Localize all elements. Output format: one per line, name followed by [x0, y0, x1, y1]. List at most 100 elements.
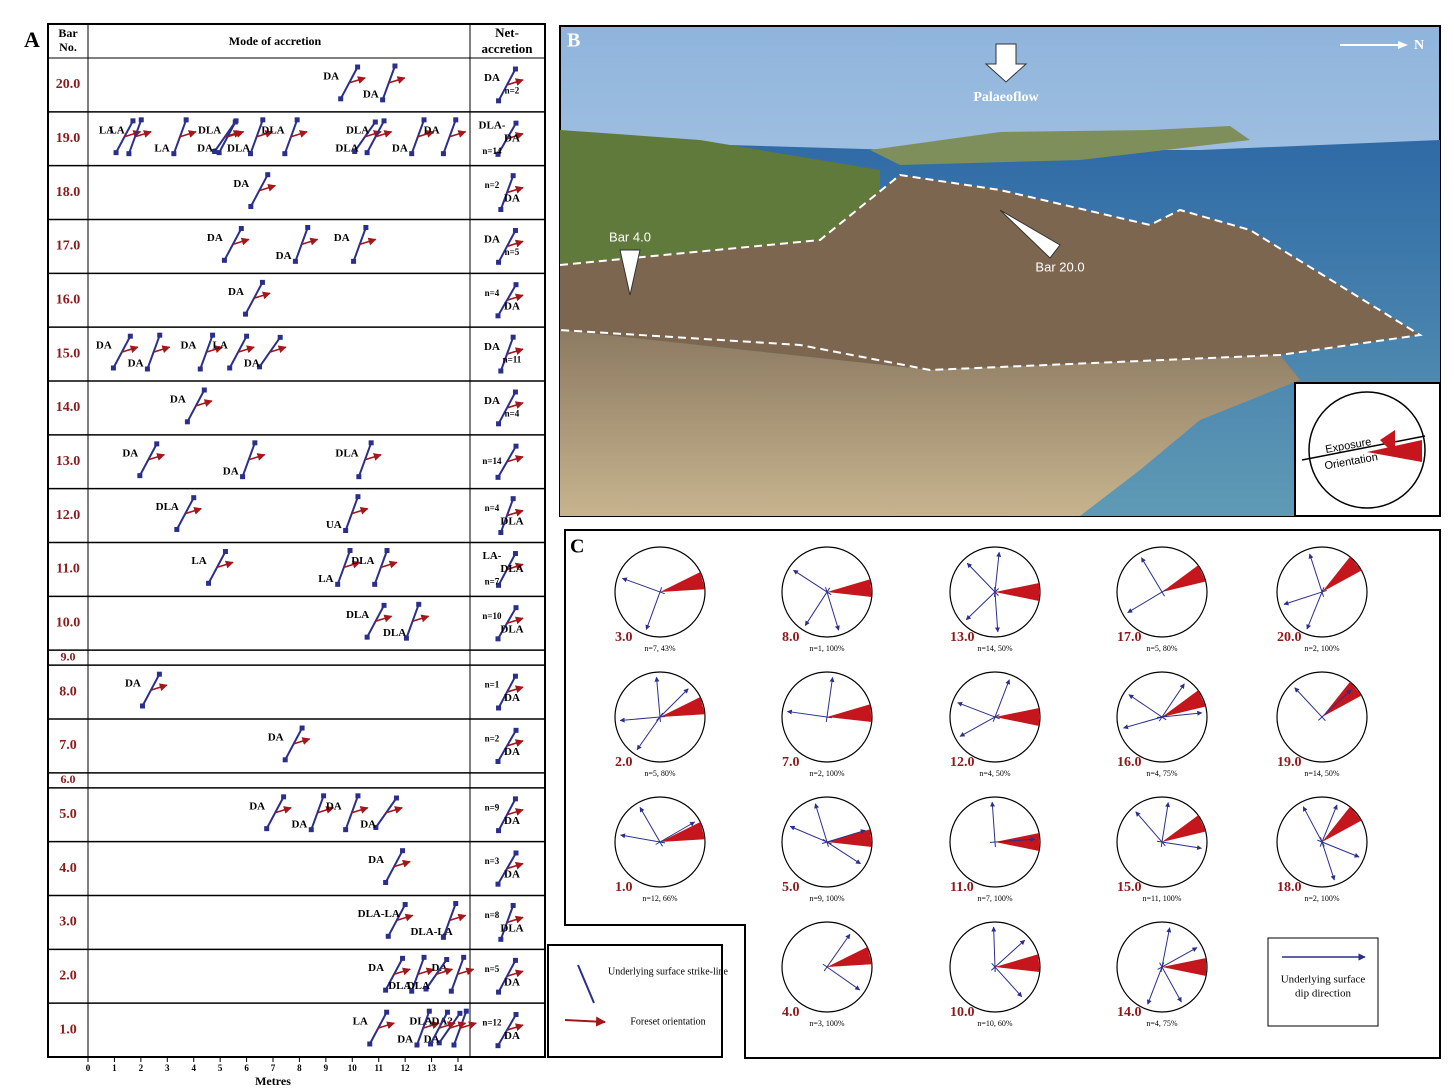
accretion-label: DA — [360, 818, 376, 830]
dip-arrow — [1128, 589, 1167, 612]
strike-end — [441, 151, 446, 156]
strike-end — [513, 796, 518, 801]
accretion-symbol — [343, 494, 368, 533]
strike-end — [514, 444, 519, 449]
strike-end — [457, 1011, 462, 1016]
strike-end — [514, 121, 519, 126]
dip-arrow — [793, 570, 831, 595]
accretion-label: DA — [122, 447, 138, 459]
strike-end — [498, 368, 503, 373]
x-tick-label: 1 — [112, 1063, 117, 1073]
net-label: n=5 — [485, 964, 500, 974]
strike-end — [514, 1012, 519, 1017]
strike-end — [295, 117, 300, 122]
accretion-label: DA — [170, 393, 186, 405]
rose-note: n=11, 100% — [1143, 894, 1182, 903]
x-tick-label: 11 — [374, 1063, 383, 1073]
strike-line — [187, 390, 204, 422]
accretion-label: DLA — [156, 501, 179, 513]
accretion-symbol — [383, 848, 410, 885]
net-label: n=2 — [505, 85, 520, 95]
accretion-symbol — [248, 172, 275, 209]
strike-end — [496, 636, 501, 641]
strike-end — [372, 582, 377, 587]
strike-end — [335, 582, 340, 587]
strike-end — [496, 98, 501, 103]
header: Mode of accretion — [229, 34, 322, 48]
rose-note: n=9, 100% — [809, 894, 845, 903]
strike-end — [355, 494, 360, 499]
strike-end — [184, 117, 189, 122]
rose-wedge — [660, 822, 705, 842]
strike-end — [202, 388, 207, 393]
strike-end — [321, 793, 326, 798]
strike-end — [191, 495, 196, 500]
bar-number: 17.0 — [56, 239, 81, 254]
accretion-label: LA — [191, 555, 206, 567]
header: Net- — [495, 25, 519, 40]
strike-line — [251, 175, 268, 207]
strike-end — [293, 259, 298, 264]
rose-diagram — [1277, 672, 1367, 762]
strike-end — [513, 390, 518, 395]
header: No. — [59, 40, 77, 54]
accretion-label: DA — [291, 818, 307, 830]
strike-end — [260, 117, 265, 122]
legend-text: Foreset orientation — [630, 1016, 705, 1027]
strike-end — [511, 903, 516, 908]
net-label: DLA — [500, 922, 523, 934]
dip-arrow — [657, 677, 661, 722]
dip-arrow — [960, 715, 999, 737]
rose-bar: 16.0 — [1117, 755, 1142, 770]
strike-end — [444, 957, 449, 962]
strike-end — [309, 827, 314, 832]
net-label: n=2 — [485, 180, 500, 190]
legend-symbol — [578, 965, 594, 1003]
rose-note: n=4, 75% — [1146, 1019, 1178, 1028]
rose-note: n=3, 100% — [809, 1019, 845, 1028]
net-label: DA — [504, 815, 520, 827]
rose-bar: 19.0 — [1277, 755, 1302, 770]
rose-note: n=2, 100% — [809, 769, 845, 778]
strike-end — [498, 530, 503, 535]
bar-number: 7.0 — [59, 738, 77, 753]
strike-end — [355, 65, 360, 70]
strike-line — [367, 121, 384, 153]
strike-end — [498, 207, 503, 212]
accretion-label: DLA-LA — [410, 926, 452, 938]
dip-arrow — [622, 578, 664, 593]
rose-wedge — [827, 704, 872, 722]
x-tick-label: 0 — [86, 1063, 91, 1073]
strike-end — [217, 150, 222, 155]
accretion-label: LA — [353, 1016, 368, 1028]
bar-number: 5.0 — [59, 807, 77, 822]
net-label: DA — [504, 193, 520, 205]
accretion-label: DLA — [407, 980, 430, 992]
figure: A Bar No. Mode of accretion Net- accreti… — [0, 0, 1454, 1091]
bar-number: 10.0 — [56, 615, 81, 630]
net-label: DA — [504, 132, 520, 144]
rose-note: n=10, 60% — [977, 1019, 1013, 1028]
net-label: DA — [504, 746, 520, 758]
panel-letter: C — [570, 536, 584, 558]
strike-end — [365, 150, 370, 155]
strike-line — [367, 605, 384, 637]
accretion-symbol — [441, 117, 466, 156]
strike-end — [139, 117, 144, 122]
strike-end — [130, 118, 135, 123]
strike-end — [428, 1041, 433, 1046]
strike-end — [416, 602, 421, 607]
x-tick-label: 7 — [271, 1063, 276, 1073]
strike-end — [222, 258, 227, 263]
strike-end — [513, 958, 518, 963]
net-label: n=7 — [485, 576, 500, 586]
rose-bar: 14.0 — [1117, 1005, 1142, 1020]
accretion-label: LA — [109, 124, 124, 136]
strike-end — [513, 228, 518, 233]
accretion-symbol — [293, 225, 318, 264]
accretion-label: DA — [223, 465, 239, 477]
strike-end — [496, 990, 501, 995]
accretion-symbol — [335, 548, 360, 587]
strike-end — [365, 635, 370, 640]
bar-label: Bar 4.0 — [609, 229, 651, 244]
